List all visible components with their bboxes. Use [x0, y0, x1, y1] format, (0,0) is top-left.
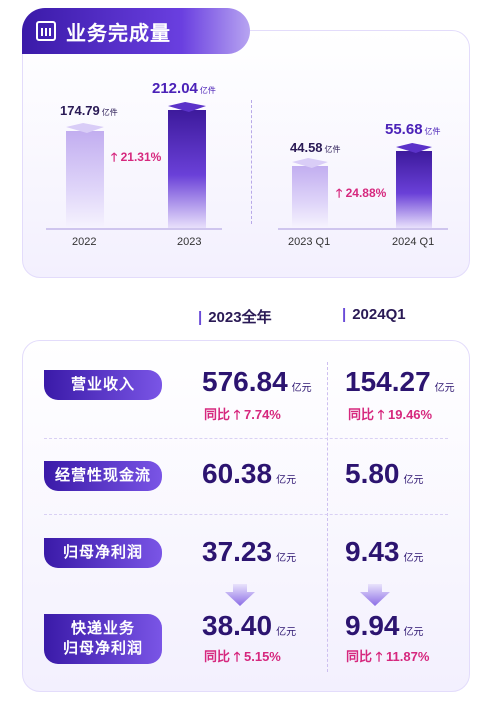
bar-2024q1 — [396, 143, 432, 228]
chart-divider — [251, 100, 252, 224]
row-label-operating-cashflow: 经营性现金流 — [44, 461, 162, 491]
up-arrow-icon: 🡑 — [336, 186, 343, 200]
bar-value-label-2022: 174.79 亿件 — [60, 103, 118, 118]
row-separator — [44, 514, 448, 515]
chart-baseline — [278, 228, 448, 230]
row-separator — [44, 438, 448, 439]
express-profit-q1-yoy: 同比 🡑 11.87% — [346, 649, 430, 664]
express-profit-2023-yoy: 同比 🡑 5.15% — [204, 649, 281, 664]
up-arrow-icon: 🡑 — [111, 150, 118, 164]
net-profit-2023-value: 37.23 亿元 — [202, 536, 297, 567]
up-arrow-icon: 🡑 — [230, 649, 244, 664]
down-arrow-icon — [360, 584, 390, 606]
calendar-icon — [36, 21, 56, 41]
bar-value-label-2023: 212.04 亿件 — [152, 80, 216, 97]
column-header-2023: | 2023全年 — [198, 309, 272, 326]
x-tick-label-2023q1: 2023 Q1 — [288, 236, 331, 248]
bar-2023 — [168, 102, 206, 228]
x-tick-label-2023: 2023 — [177, 236, 202, 248]
column-divider — [327, 362, 328, 672]
x-tick-label-2024q1: 2024 Q1 — [392, 236, 435, 248]
cashflow-q1-value: 5.80 亿元 — [345, 458, 424, 489]
express-profit-q1-value: 9.94 亿元 — [345, 610, 424, 641]
chart-baseline — [46, 228, 222, 230]
revenue-2023-yoy: 同比 🡑 7.74% — [204, 407, 281, 422]
column-header-2024q1: | 2024Q1 — [342, 306, 406, 323]
row-label-express-net-profit: 快递业务 归母净利润 — [44, 614, 162, 664]
revenue-2023-value: 576.84 亿元 — [202, 366, 312, 397]
growth-label-annual: 🡑 21.31% — [111, 150, 162, 164]
bar-2022 — [66, 123, 104, 228]
revenue-q1-value: 154.27 亿元 — [345, 366, 455, 397]
x-tick-label-2022: 2022 — [72, 236, 97, 248]
section-title: 业务完成量 — [66, 22, 171, 45]
net-profit-q1-value: 9.43 亿元 — [345, 536, 424, 567]
down-arrow-icon — [225, 584, 255, 606]
bar-value-label-2023q1: 44.58 亿件 — [290, 140, 341, 155]
up-arrow-icon: 🡑 — [230, 407, 244, 422]
up-arrow-icon: 🡑 — [374, 407, 388, 422]
growth-label-q1: 🡑 24.88% — [336, 186, 387, 200]
bar-2023q1 — [292, 158, 328, 228]
row-label-net-profit: 归母净利润 — [44, 538, 162, 568]
bar-value-label-2024q1: 55.68 亿件 — [385, 121, 441, 138]
section-header-volume: 业务完成量 — [22, 8, 250, 54]
express-profit-2023-value: 38.40 亿元 — [202, 610, 297, 641]
revenue-q1-yoy: 同比 🡑 19.46% — [348, 407, 433, 422]
up-arrow-icon: 🡑 — [372, 649, 386, 664]
cashflow-2023-value: 60.38 亿元 — [202, 458, 297, 489]
row-label-revenue: 营业收入 — [44, 370, 162, 400]
